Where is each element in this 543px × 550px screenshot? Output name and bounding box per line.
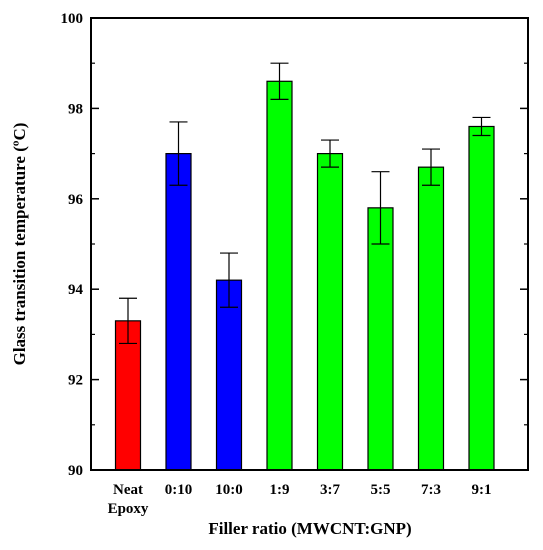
x-tick-label: 0:10 [165, 482, 193, 498]
x-axis-title: Filler ratio (MWCNT:GNP) [208, 519, 411, 538]
y-tick-label: 94 [68, 282, 84, 298]
y-tick-label: 92 [68, 373, 83, 389]
bar [468, 125, 495, 471]
bar [367, 207, 394, 471]
x-tick-label: 9:1 [472, 482, 492, 498]
x-tick-label: 10:0 [215, 482, 243, 498]
bar [165, 153, 192, 471]
x-tick-label: 3:7 [320, 482, 340, 498]
y-tick-label: 90 [68, 463, 83, 479]
bar [266, 80, 293, 471]
bar [316, 153, 344, 471]
bar [215, 279, 243, 471]
y-tick-label: 100 [61, 11, 84, 27]
x-tick-label: 7:3 [421, 482, 441, 498]
y-axis-ticks: 90 92 94 96 98 100 [61, 11, 528, 479]
y-tick-label: 98 [68, 101, 83, 117]
error-bars-group [119, 62, 491, 345]
x-tick-label: 1:9 [270, 482, 290, 498]
y-axis-title: Glass transition temperature (ºC) [10, 123, 29, 366]
x-tick-label: Neat Epoxy [108, 482, 149, 517]
x-axis-ticks: Neat Epoxy 0:10 10:0 1:9 3:7 5:5 7:3 9:1 [108, 482, 492, 517]
bars-group [114, 80, 495, 471]
x-tick-label: 5:5 [371, 482, 391, 498]
bar [114, 320, 142, 471]
y-tick-label: 96 [68, 192, 84, 208]
plot-frame [90, 17, 529, 471]
bar [417, 166, 445, 471]
